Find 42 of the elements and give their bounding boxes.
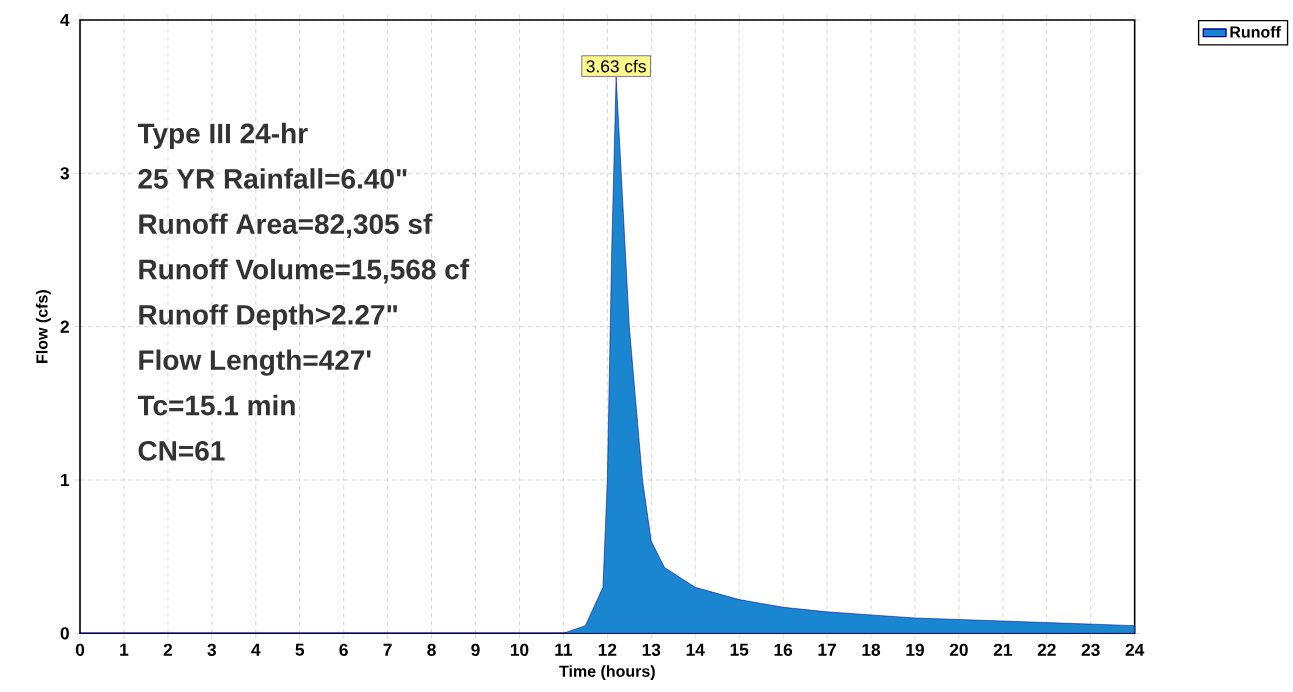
annotation: Type III 24-hr xyxy=(137,122,308,149)
annotation: Tc=15.1 min xyxy=(137,394,295,416)
x-tick-label: 5 xyxy=(295,643,305,656)
x-tick-label: 24 xyxy=(1125,643,1145,656)
x-tick-label: 13 xyxy=(642,643,661,657)
y-axis-title: Flow (cfs) xyxy=(35,290,51,363)
x-tick-label: 14 xyxy=(686,643,705,656)
x-tick-label: 8 xyxy=(427,643,436,656)
x-tick-label: 11 xyxy=(555,643,573,656)
x-tick-label: 4 xyxy=(251,643,261,656)
x-tick-label: 1 xyxy=(120,643,129,656)
x-tick-label: 20 xyxy=(949,643,968,656)
x-tick-label: 2 xyxy=(163,643,173,656)
x-axis-title: Time (hours) xyxy=(559,665,655,681)
x-tick-label: 18 xyxy=(862,643,881,656)
x-tick-label: 7 xyxy=(383,643,392,656)
x-tick-label: 23 xyxy=(1081,643,1100,657)
x-tick-label: 19 xyxy=(906,643,924,656)
x-tick-label: 6 xyxy=(339,643,348,656)
annotation: Runoff Depth>2.27" xyxy=(139,304,397,331)
annotation: 25 YR Rainfall=6.40" xyxy=(138,168,407,189)
annotation: Runoff Volume=15,568 cf xyxy=(139,258,470,284)
x-tick-label: 9 xyxy=(471,643,480,656)
y-tick-label: 0 xyxy=(60,627,69,640)
x-tick-label: 10 xyxy=(510,643,529,656)
legend-label: Runoff xyxy=(1230,26,1281,38)
x-tick-label: 3 xyxy=(207,643,217,657)
x-tick-label: 22 xyxy=(1037,643,1056,656)
x-tick-label: 0 xyxy=(75,643,85,656)
x-tick-label: 12 xyxy=(598,643,617,656)
annotation: Runoff Area=82,305 sf xyxy=(139,213,433,239)
annotation: Flow Length=427' xyxy=(139,349,371,376)
y-tick-label: 1 xyxy=(61,474,70,486)
y-tick-label: 3 xyxy=(60,167,69,180)
annotation: CN=61 xyxy=(138,440,225,461)
annotation: 3.63 cfs xyxy=(586,59,646,73)
x-tick-label: 17 xyxy=(818,643,836,656)
x-tick-label: 21 xyxy=(993,643,1012,656)
y-tick-label: 4 xyxy=(60,14,70,26)
y-tick-label: 2 xyxy=(60,320,69,333)
x-tick-label: 15 xyxy=(730,643,749,656)
x-tick-label: 16 xyxy=(774,643,793,656)
